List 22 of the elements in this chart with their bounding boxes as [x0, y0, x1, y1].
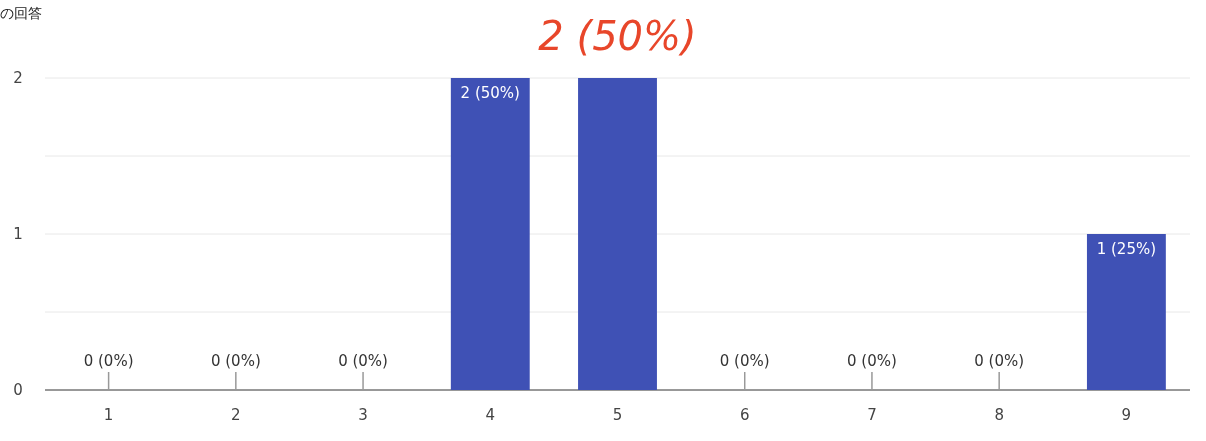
x-tick-label: 1: [103, 406, 114, 424]
data-label: 1 (25%): [1096, 240, 1157, 258]
chart-title: の回答: [0, 5, 42, 21]
y-tick-label: 1: [13, 225, 23, 243]
data-label: 0 (0%): [974, 352, 1025, 370]
x-tick-label: 7: [867, 406, 877, 424]
data-label: 0 (0%): [847, 352, 897, 370]
x-tick-label: 9: [1121, 406, 1132, 424]
data-label: 0 (0%): [338, 352, 388, 370]
x-tick-label: 6: [739, 406, 750, 424]
x-tick-label: 5: [612, 406, 623, 424]
data-label: 0 (0%): [83, 352, 134, 370]
data-label: 0 (0%): [719, 352, 770, 370]
x-tick-label: 3: [358, 406, 368, 424]
x-tick-label: 8: [994, 406, 1004, 424]
x-tick-label: 4: [485, 406, 496, 424]
annotation: 2 (50%): [538, 13, 697, 59]
y-tick-label: 2: [13, 69, 23, 87]
y-tick-label: 0: [13, 381, 23, 399]
data-label: 2 (50%): [460, 84, 520, 102]
x-tick-label: 2: [231, 406, 241, 424]
data-label: 0 (0%): [210, 352, 261, 370]
